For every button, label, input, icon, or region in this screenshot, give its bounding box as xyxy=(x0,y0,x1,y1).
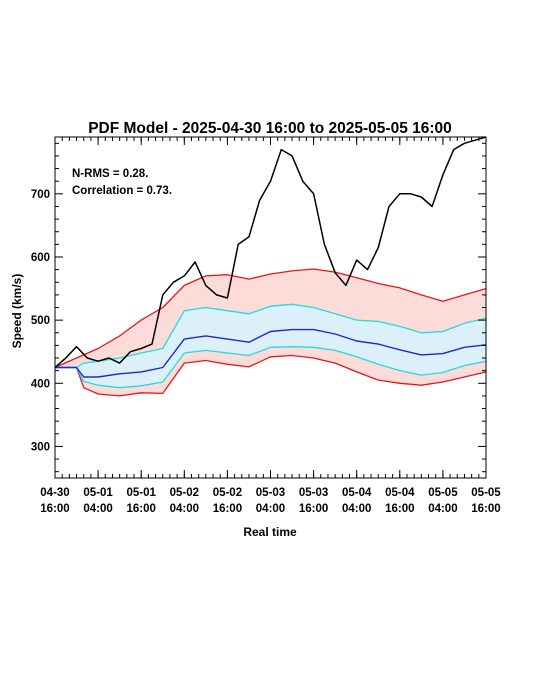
y-tick-label: 300 xyxy=(31,441,50,453)
x-tick-label-time: 16:00 xyxy=(126,503,155,515)
x-axis-label: Real time xyxy=(243,525,297,539)
x-tick-label-time: 16:00 xyxy=(299,503,328,515)
inner-upper-line xyxy=(55,303,487,369)
x-tick-label-date: 05-02 xyxy=(170,487,199,499)
outer-lower-line xyxy=(55,354,487,397)
x-tick-label-date: 05-05 xyxy=(428,487,458,499)
x-tick-label-time: 16:00 xyxy=(385,503,414,515)
n-rms-annotation: N-RMS = 0.28. xyxy=(72,168,148,180)
x-tick-label-date: 05-05 xyxy=(471,487,501,499)
x-tick-label-date: 05-02 xyxy=(213,487,242,499)
plot-area xyxy=(54,136,487,397)
x-tick-label-time: 04:00 xyxy=(170,503,199,515)
x-tick-label-date: 05-04 xyxy=(385,487,415,499)
x-tick-label-date: 05-03 xyxy=(299,487,328,499)
observed-line xyxy=(54,136,487,369)
median-line xyxy=(55,328,487,378)
y-tick-label: 700 xyxy=(31,189,50,201)
x-tick-label-date: 05-03 xyxy=(256,487,285,499)
x-tick-label-time: 16:00 xyxy=(40,503,69,515)
x-tick-label-time: 04:00 xyxy=(342,503,371,515)
x-tick-label-date: 05-01 xyxy=(126,487,156,499)
x-tick-label-time: 16:00 xyxy=(471,503,500,515)
y-tick-label: 400 xyxy=(31,378,50,390)
x-tick-label-time: 16:00 xyxy=(213,503,242,515)
axes: 04-30 16:00 05-01 04:00 05-01 16:00 05-02 04:00… xyxy=(31,136,501,515)
outer-upper-line xyxy=(54,268,487,369)
x-tick-label-time: 04:00 xyxy=(83,503,112,515)
x-tick-label-date: 05-04 xyxy=(342,487,372,499)
x-tick-label-date: 05-01 xyxy=(83,487,113,499)
correlation-annotation: Correlation = 0.73. xyxy=(72,185,172,197)
inner-lower-line xyxy=(55,346,487,389)
chart-title: PDF Model - 2025-04-30 16:00 to 2025-05-… xyxy=(88,120,452,137)
y-tick-label: 600 xyxy=(31,252,50,264)
x-tick-label-time: 04:00 xyxy=(428,503,457,515)
x-tick-label-date: 04-30 xyxy=(40,487,69,499)
y-axis-label: Speed (km/s) xyxy=(10,274,24,349)
x-tick-label-time: 04:00 xyxy=(256,503,285,515)
y-tick-label: 500 xyxy=(31,315,50,327)
